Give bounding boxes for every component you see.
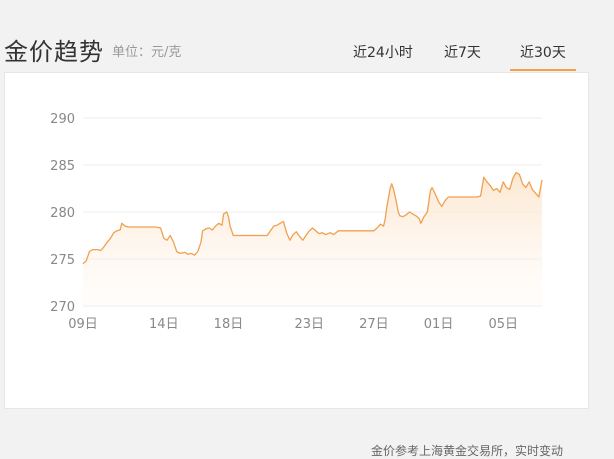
x-tick-label: 01日 — [424, 317, 454, 332]
x-tick-labels: 09日 14日 18日 23日 27日 01日 05日 — [68, 317, 518, 332]
active-tab-indicator — [510, 69, 576, 71]
x-tick-label: 09日 — [68, 317, 98, 332]
line-layer — [82, 171, 543, 265]
x-tick-label: 18日 — [214, 317, 244, 332]
y-tick-label: 275 — [50, 253, 75, 268]
source-note: 金价参考上海黄金交易所，实时变动 — [371, 444, 564, 458]
area-layer — [83, 172, 542, 306]
x-tick-label: 05日 — [488, 317, 518, 332]
tab-24-hours[interactable]: 近24小时 — [353, 45, 413, 61]
x-tick-label: 27日 — [359, 317, 389, 332]
tab-30-days[interactable]: 近30天 — [520, 45, 566, 61]
x-tick-label: 23日 — [294, 317, 324, 332]
page-margin — [598, 0, 614, 432]
y-tick-label: 270 — [50, 300, 75, 315]
y-tick-label: 290 — [50, 112, 75, 127]
price-chart: 270 275 280 285 290 09日 14日 18日 23日 27日 01日 05日 — [50, 112, 543, 332]
y-tick-label: 285 — [50, 159, 75, 174]
y-tick-labels: 270 275 280 285 290 — [50, 112, 75, 315]
price-area — [83, 172, 542, 306]
chart-card: 270 275 280 285 290 09日 14日 18日 23日 27日 01日 05日 金价… — [4, 72, 589, 458]
header: 金价趋势 单位：元/克 近24小时 近7天 近30天 — [0, 0, 614, 72]
page-title: 金价趋势 — [4, 38, 104, 66]
unit-label: 单位：元/克 — [112, 45, 182, 60]
price-line — [82, 171, 543, 265]
x-tick-label: 14日 — [149, 317, 179, 332]
y-tick-label: 280 — [50, 206, 75, 221]
tab-7-days[interactable]: 近7天 — [444, 45, 481, 61]
